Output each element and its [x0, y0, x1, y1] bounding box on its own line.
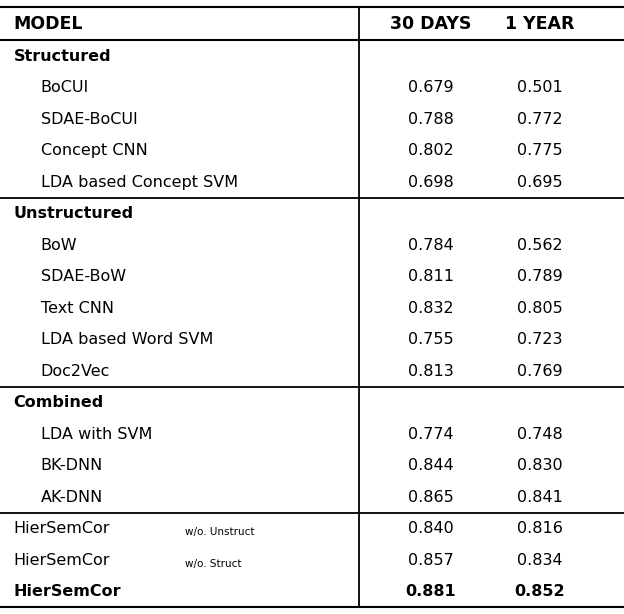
- Text: 0.802: 0.802: [407, 143, 454, 158]
- Text: 0.789: 0.789: [517, 269, 563, 284]
- Text: 0.723: 0.723: [517, 332, 562, 347]
- Text: 0.832: 0.832: [407, 301, 454, 316]
- Text: 0.679: 0.679: [407, 80, 454, 95]
- Text: 0.813: 0.813: [407, 363, 454, 379]
- Text: HierSemCor: HierSemCor: [14, 584, 121, 599]
- Text: 0.788: 0.788: [407, 112, 454, 126]
- Text: BK-DNN: BK-DNN: [41, 458, 103, 473]
- Text: BoW: BoW: [41, 238, 77, 252]
- Text: 0.840: 0.840: [407, 521, 454, 536]
- Text: 0.501: 0.501: [517, 80, 563, 95]
- Text: SDAE-BoW: SDAE-BoW: [41, 269, 125, 284]
- Text: Text CNN: Text CNN: [41, 301, 114, 316]
- Text: 0.852: 0.852: [514, 584, 565, 599]
- Text: 0.816: 0.816: [517, 521, 563, 536]
- Text: w/o. Unstruct: w/o. Unstruct: [185, 527, 255, 537]
- Text: LDA based Word SVM: LDA based Word SVM: [41, 332, 213, 347]
- Text: 0.841: 0.841: [517, 489, 563, 505]
- Text: LDA with SVM: LDA with SVM: [41, 427, 152, 441]
- Text: 30 DAYS: 30 DAYS: [390, 15, 471, 33]
- Text: 0.755: 0.755: [407, 332, 454, 347]
- Text: 0.774: 0.774: [407, 427, 454, 441]
- Text: 0.865: 0.865: [407, 489, 454, 505]
- Text: LDA based Concept SVM: LDA based Concept SVM: [41, 174, 238, 190]
- Text: Doc2Vec: Doc2Vec: [41, 363, 110, 379]
- Text: Concept CNN: Concept CNN: [41, 143, 147, 158]
- Text: 0.772: 0.772: [517, 112, 563, 126]
- Text: Combined: Combined: [14, 395, 104, 410]
- Text: AK-DNN: AK-DNN: [41, 489, 103, 505]
- Text: 0.769: 0.769: [517, 363, 563, 379]
- Text: HierSemCor: HierSemCor: [14, 521, 110, 536]
- Text: 0.695: 0.695: [517, 174, 563, 190]
- Text: Structured: Structured: [14, 49, 111, 64]
- Text: 0.811: 0.811: [407, 269, 454, 284]
- Text: 1 YEAR: 1 YEAR: [505, 15, 575, 33]
- Text: 0.844: 0.844: [407, 458, 454, 473]
- Text: HierSemCor: HierSemCor: [14, 553, 110, 567]
- Text: MODEL: MODEL: [14, 15, 83, 33]
- Text: 0.834: 0.834: [517, 553, 563, 567]
- Text: w/o. Struct: w/o. Struct: [185, 559, 241, 569]
- Text: 0.857: 0.857: [407, 553, 454, 567]
- Text: 0.805: 0.805: [517, 301, 563, 316]
- Text: 0.748: 0.748: [517, 427, 563, 441]
- Text: 0.698: 0.698: [407, 174, 454, 190]
- Text: 0.562: 0.562: [517, 238, 563, 252]
- Text: Unstructured: Unstructured: [14, 206, 134, 221]
- Text: 0.775: 0.775: [517, 143, 563, 158]
- Text: BoCUI: BoCUI: [41, 80, 89, 95]
- Text: 0.830: 0.830: [517, 458, 563, 473]
- Text: 0.881: 0.881: [405, 584, 456, 599]
- Text: 0.784: 0.784: [407, 238, 454, 252]
- Text: SDAE-BoCUI: SDAE-BoCUI: [41, 112, 137, 126]
